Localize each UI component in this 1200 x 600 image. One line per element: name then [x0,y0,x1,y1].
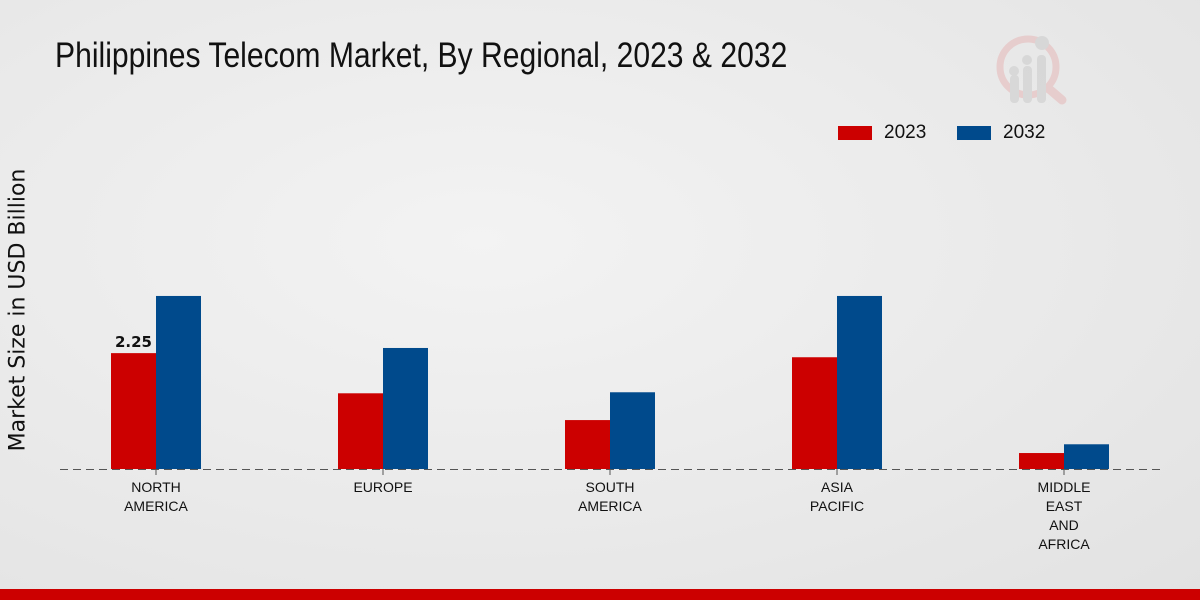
bar-2023-europe [338,393,383,469]
data-label: 2.25 [115,333,152,351]
legend-swatch-2032 [957,126,991,140]
bar-2032-middle-east-and-africa [1064,444,1109,469]
bar-2032-asia-pacific [837,295,882,469]
legend-swatch-2023 [838,126,872,140]
bar-2023-north-america [111,353,156,469]
x-tick-label: EUROPE [353,479,412,495]
bottom-accent-bar [0,589,1200,600]
x-tick-label: ASIA PACIFIC [810,479,864,514]
bar-2032-south-america [610,392,655,469]
legend-label-2023: 2023 [884,122,927,143]
legend-item-2023: 2023 [838,122,926,144]
legend-label-2032: 2032 [1003,122,1046,143]
watermark-logo [996,35,1067,105]
bar-2023-asia-pacific [792,357,837,469]
bar-2032-north-america [156,295,201,469]
x-tick-label: SOUTH AMERICA [578,479,642,514]
x-tick-label: NORTH AMERICA [124,479,188,514]
bar-2032-europe [383,347,428,469]
bar-2023-middle-east-and-africa [1019,453,1064,469]
legend-item-2032: 2032 [957,122,1045,144]
x-tick-label: MIDDLE EAST AND AFRICA [1038,479,1091,552]
chart-title: Philippines Telecom Market, By Regional,… [55,36,788,75]
bar-2023-south-america [565,420,610,469]
